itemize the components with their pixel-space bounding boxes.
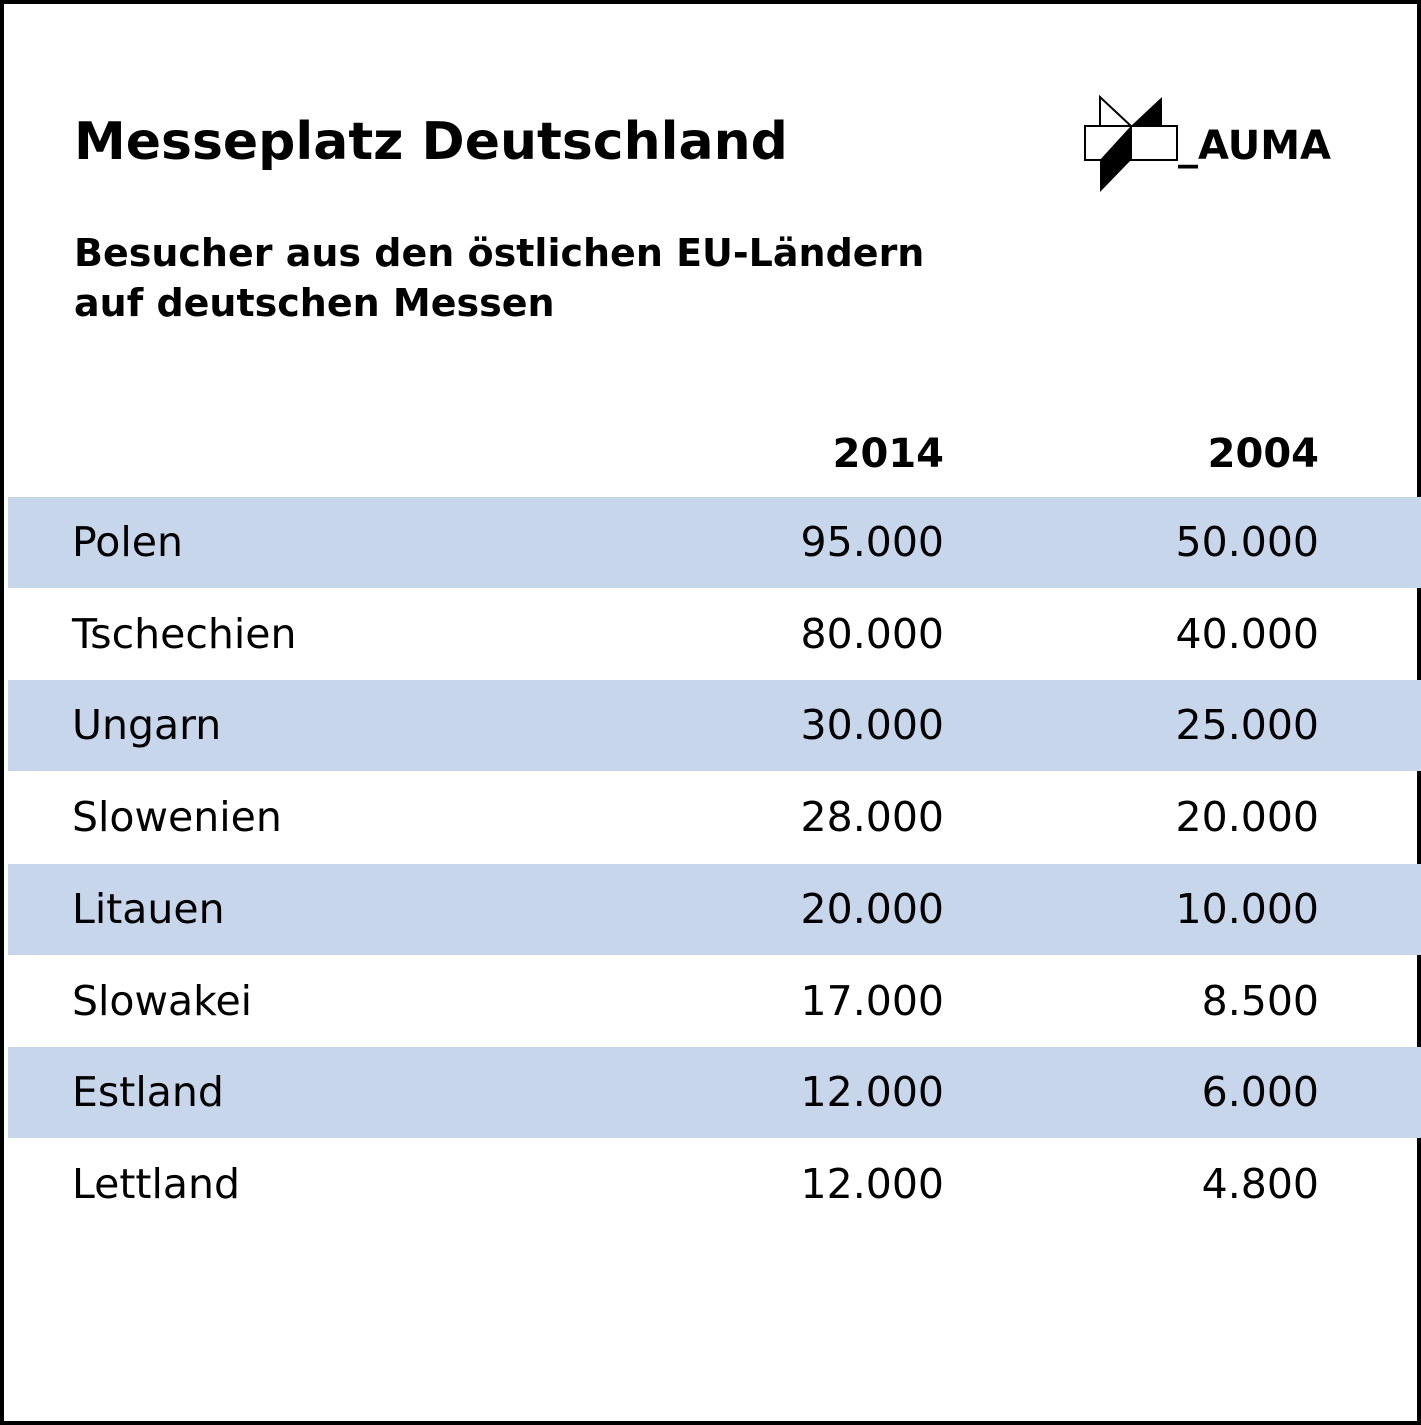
value-2004-cell: 8.500 <box>1201 977 1319 1025</box>
subtitle-line-2: auf deutschen Messen <box>74 281 555 325</box>
value-2014-cell: 17.000 <box>800 977 944 1025</box>
subtitle-line-1: Besucher aus den östlichen EU-Ländern <box>74 231 925 275</box>
country-cell: Ungarn <box>72 701 222 749</box>
value-2014-cell: 12.000 <box>800 1068 944 1116</box>
column-header-2004: 2004 <box>1207 431 1319 477</box>
column-header-2014: 2014 <box>832 431 944 477</box>
table-row: Tschechien 80.000 40.000 <box>8 589 1421 680</box>
auma-logo-text: _AUMA <box>1178 123 1331 169</box>
country-cell: Tschechien <box>72 610 297 658</box>
value-2004-cell: 10.000 <box>1175 885 1319 933</box>
table-row: Slowenien 28.000 20.000 <box>8 772 1421 863</box>
value-2004-cell: 40.000 <box>1175 610 1319 658</box>
table-row: Estland 12.000 6.000 <box>8 1047 1421 1138</box>
chart-subtitle: Besucher aus den östlichen EU-Ländern au… <box>74 228 974 328</box>
value-2004-cell: 50.000 <box>1175 518 1319 566</box>
value-2014-cell: 20.000 <box>800 885 944 933</box>
table-row: Polen 95.000 50.000 <box>8 497 1421 588</box>
table-row: Lettland 12.000 4.800 <box>8 1139 1421 1230</box>
auma-logo-icon <box>1084 94 1178 192</box>
chart-title: Messeplatz Deutschland <box>74 112 788 172</box>
value-2014-cell: 28.000 <box>800 793 944 841</box>
value-2004-cell: 20.000 <box>1175 793 1319 841</box>
value-2004-cell: 4.800 <box>1201 1160 1319 1208</box>
country-cell: Polen <box>72 518 183 566</box>
value-2004-cell: 6.000 <box>1201 1068 1319 1116</box>
country-cell: Estland <box>72 1068 224 1116</box>
country-cell: Slowenien <box>72 793 282 841</box>
value-2014-cell: 95.000 <box>800 518 944 566</box>
country-cell: Litauen <box>72 885 225 933</box>
value-2014-cell: 80.000 <box>800 610 944 658</box>
table-row: Litauen 20.000 10.000 <box>8 864 1421 955</box>
table-row: Ungarn 30.000 25.000 <box>8 680 1421 771</box>
value-2014-cell: 30.000 <box>800 701 944 749</box>
country-cell: Slowakei <box>72 977 253 1025</box>
table-row: Slowakei 17.000 8.500 <box>8 956 1421 1047</box>
value-2004-cell: 25.000 <box>1175 701 1319 749</box>
value-2014-cell: 12.000 <box>800 1160 944 1208</box>
country-cell: Lettland <box>72 1160 241 1208</box>
